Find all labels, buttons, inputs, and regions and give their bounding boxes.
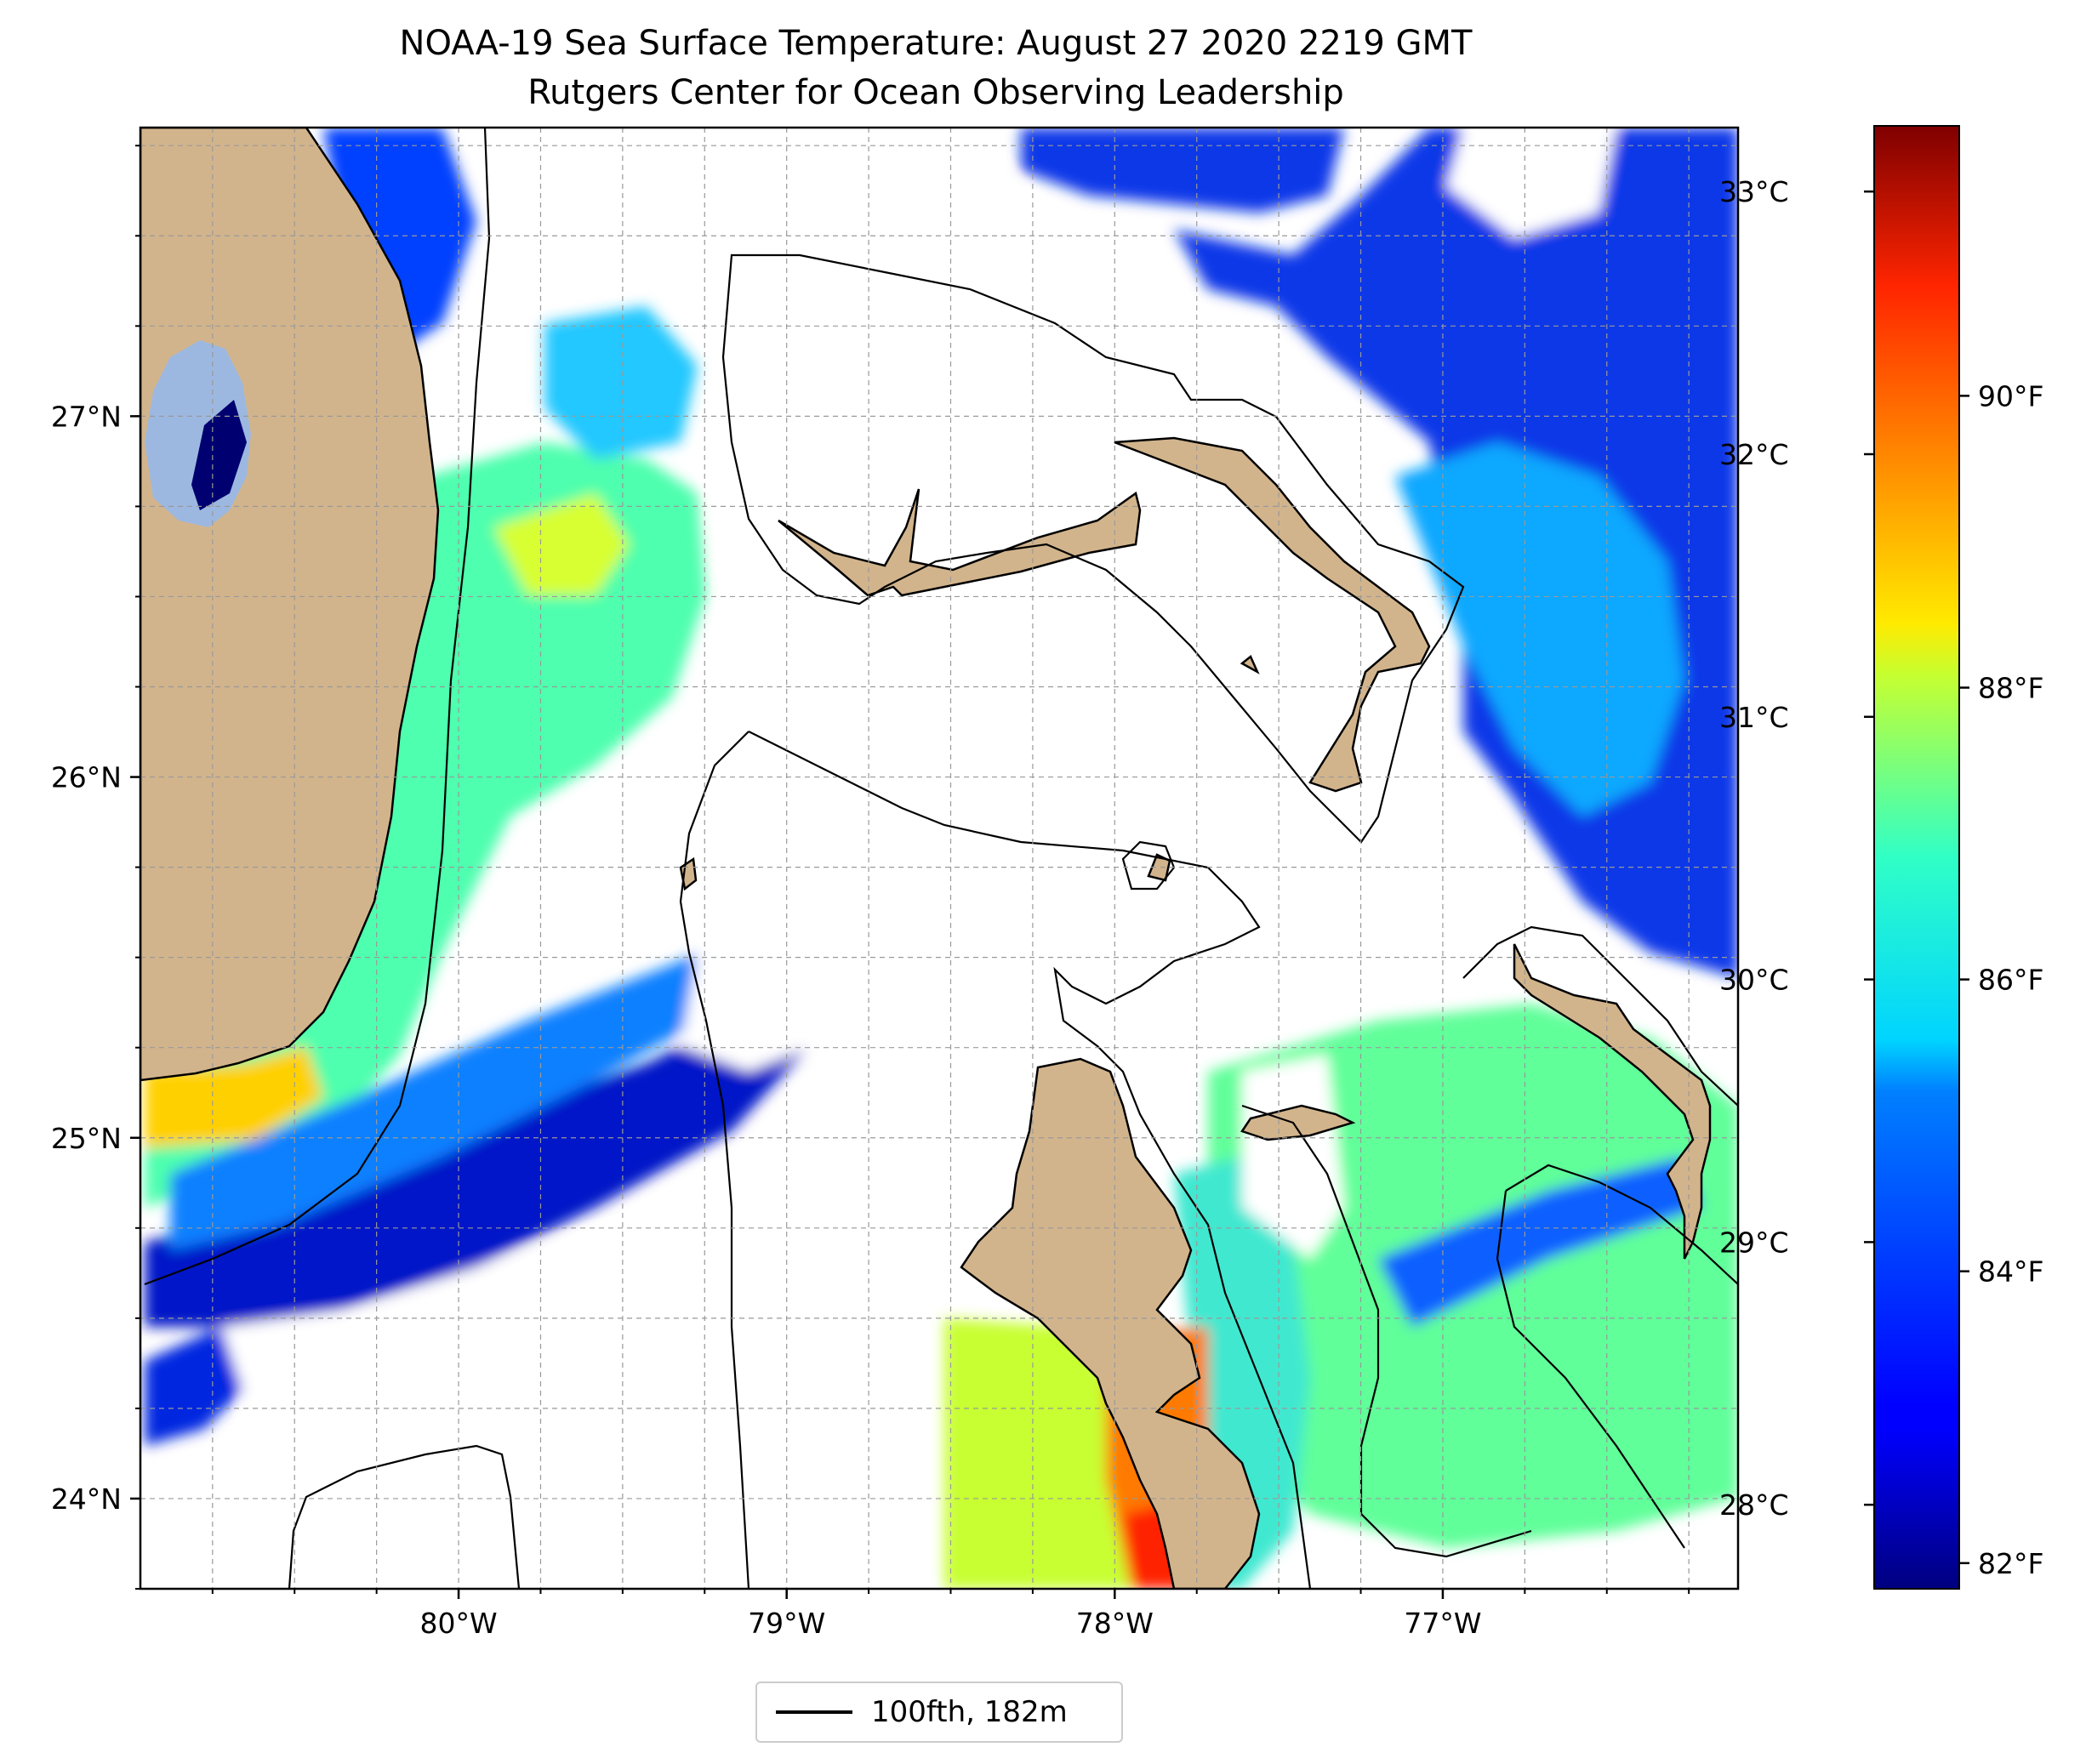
isobath-bimini-bank [679, 731, 750, 1589]
map-frame [139, 126, 1740, 1590]
no-data-gap-central [681, 400, 1293, 1072]
isobath-tongue-of-ocean [1241, 1104, 1532, 1558]
celsius-tick-label: 32°C [1719, 438, 1789, 471]
sst-patch-southeast-blue-streaks [1378, 1157, 1701, 1327]
sst-map: 80°W 79°W 78°W 77°W 24°N 25°N 26°N 27°N [51, 126, 1740, 1640]
isobath-exuma [1505, 1164, 1738, 1285]
legend: 100fth, 182m [755, 1681, 1123, 1743]
sst-patch-southwest-blue [145, 1327, 255, 1446]
x-tick-label: 78°W [1076, 1607, 1154, 1640]
gridlines [140, 128, 1738, 1589]
celsius-tick-label: 28°C [1719, 1488, 1789, 1522]
x-axis: 80°W 79°W 78°W 77°W [211, 1589, 1690, 1640]
sst-patch-northeast-cyan [1395, 442, 1684, 817]
fahrenheit-tick-label: 84°F [1978, 1255, 2043, 1289]
colorbar-gradient [1873, 125, 1960, 1590]
x-tick-label: 77°W [1404, 1607, 1481, 1640]
celsius-tick-label: 30°C [1719, 964, 1789, 997]
title-line-1: NOAA-19 Sea Surface Temperature: August … [400, 24, 1473, 63]
colorbar-celsius-axis: 28°C 29°C 30°C 31°C 32°C 33°C [1719, 175, 1874, 1522]
fahrenheit-tick-label: 82°F [1978, 1547, 2043, 1580]
colorbar-fahrenheit-axis: 82°F 84°F 86°F 88°F 90°F [1959, 379, 2043, 1580]
y-tick-label: 25°N [51, 1122, 122, 1155]
lake-dark-water [191, 400, 247, 510]
legend-label: 100fth, 182m [871, 1695, 1068, 1729]
legend-line-swatch [776, 1710, 852, 1714]
isobath-great-bahama-north [748, 731, 1312, 1589]
isobath-cay-sal [288, 1444, 521, 1589]
no-data-gap-northeast-hole [1446, 128, 1616, 238]
fahrenheit-tick-label: 90°F [1978, 379, 2043, 413]
isobath-florida-shelf [144, 128, 491, 1286]
no-data-gap-andros-channel [1242, 1055, 1344, 1259]
celsius-tick-label: 31°C [1719, 701, 1789, 734]
isobath-eleuthera-shelf [1462, 925, 1738, 1107]
y-tick-label: 26°N [51, 761, 122, 794]
celsius-tick-label: 29°C [1719, 1226, 1789, 1259]
fahrenheit-tick-label: 86°F [1978, 964, 2043, 997]
land-abaco [1114, 436, 1431, 793]
fahrenheit-tick-label: 88°F [1978, 671, 2043, 704]
no-data-gap-north [544, 128, 1174, 400]
y-tick-label: 24°N [51, 1482, 122, 1516]
x-tick-label: 80°W [419, 1607, 497, 1640]
sst-patch-yellow-tongue [493, 493, 630, 595]
no-data-gap-lower [221, 1225, 927, 1589]
y-axis: 24°N 25°N 26°N 27°N [51, 145, 140, 1590]
x-tick-label: 79°W [748, 1607, 825, 1640]
colorbar: 28°C 29°C 30°C 31°C 32°C 33°C 82°F 84°F 86°F 88°… [1719, 125, 2043, 1590]
land-andros [960, 1057, 1261, 1589]
land-small-cay [1240, 655, 1260, 674]
sst-patch-cyan-north [544, 306, 698, 459]
title-line-2: Rutgers Center for Ocean Observing Leade… [527, 73, 1344, 112]
y-tick-label: 27°N [51, 400, 122, 433]
sst-patch-mid-blue-band [170, 919, 766, 1250]
celsius-tick-label: 33°C [1719, 175, 1789, 208]
sst-patch-north-blue-strip [1021, 128, 1344, 213]
isobath-exuma-south [1496, 1190, 1685, 1549]
